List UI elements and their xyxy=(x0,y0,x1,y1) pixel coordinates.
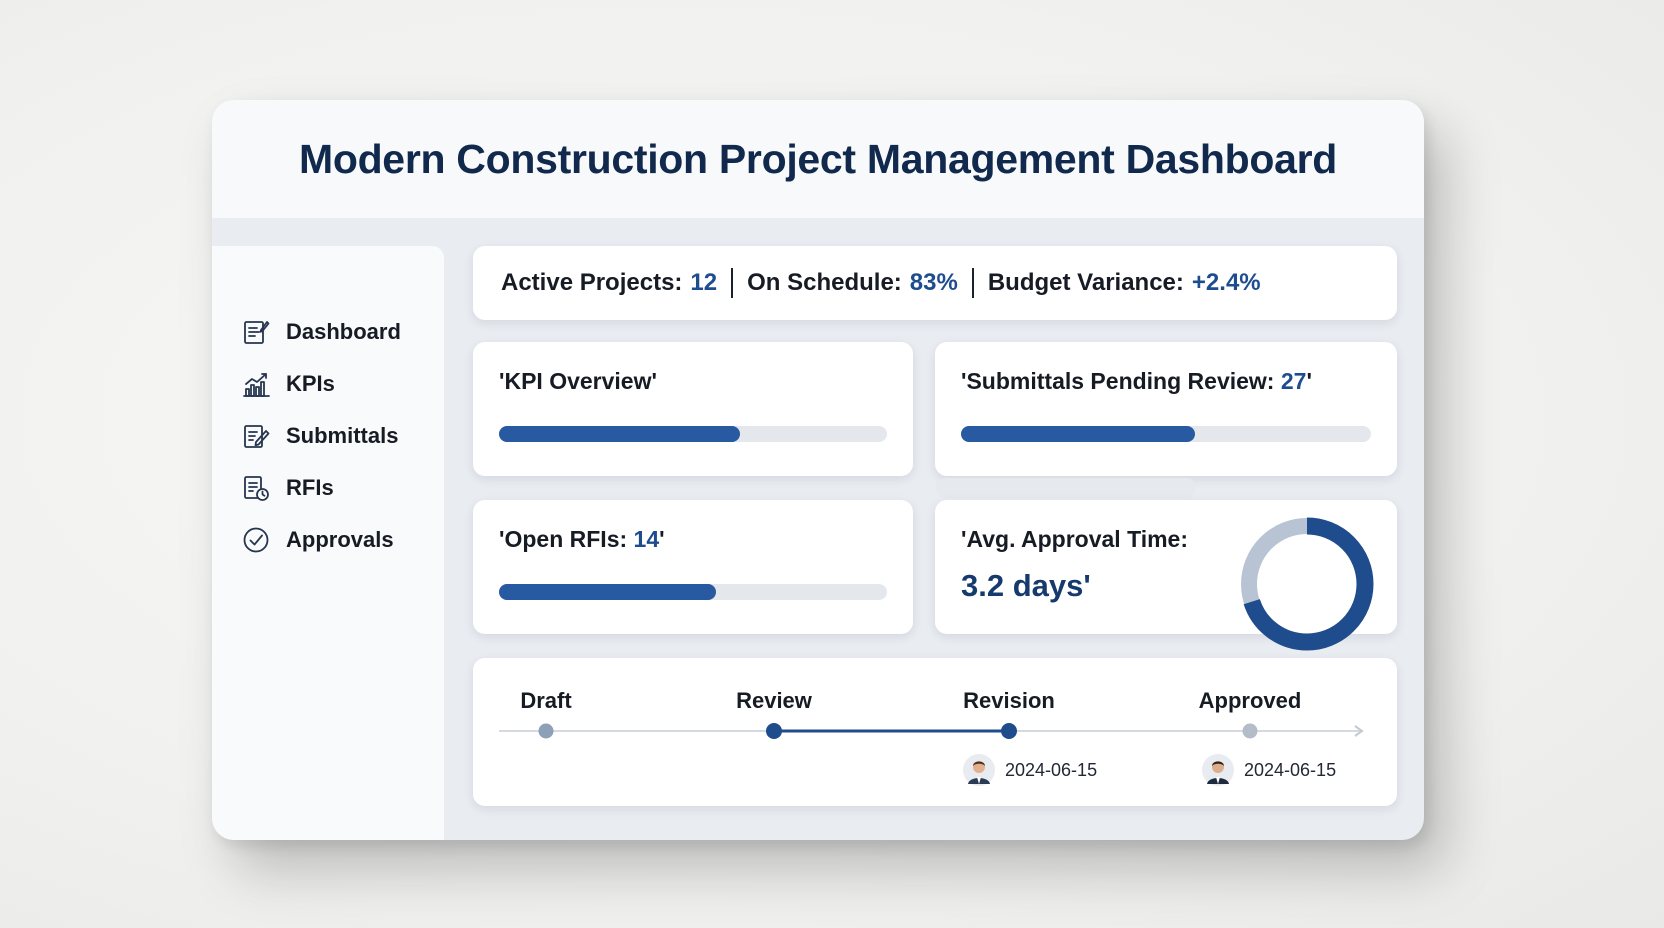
decorative-bar xyxy=(936,478,1196,498)
open-rfis-card[interactable]: 'Open RFIs: 14' xyxy=(473,500,913,634)
approved-entry: 2024-06-15 xyxy=(1202,754,1336,786)
approval-donut-chart xyxy=(1240,517,1374,651)
sidebar-item-label: Dashboard xyxy=(286,319,401,344)
open-rfis-title: 'Open RFIs: 14' xyxy=(499,526,665,552)
sidebar-item-label: Approvals xyxy=(286,527,394,552)
budget-variance-label: Budget Variance: xyxy=(987,269,1184,296)
stage-dot-draft xyxy=(538,723,554,739)
avatar xyxy=(1202,754,1234,786)
approval-timeline: Draft Review Revision Approved 2024-06-1… xyxy=(473,658,1397,806)
stage-review[interactable]: Review xyxy=(736,688,812,713)
stage-approved[interactable]: Approved xyxy=(1198,688,1302,713)
submittals-progress-fill xyxy=(961,426,1195,442)
open-rfis-progress-fill xyxy=(499,584,717,600)
kpi-overview-card[interactable]: 'KPI Overview' xyxy=(473,342,913,476)
submittals-card[interactable]: 'Submittals Pending Review: 27' xyxy=(935,342,1397,476)
chart-icon xyxy=(240,368,272,400)
open-rfis-progress xyxy=(499,584,887,600)
title-bar: Modern Construction Project Management D… xyxy=(212,100,1424,218)
donut-fill xyxy=(1240,517,1374,651)
open-rfis-count: 14 xyxy=(633,526,660,552)
kpi-overview-progress-fill xyxy=(499,426,740,442)
sidebar-item-submittals[interactable]: Submittals xyxy=(212,410,444,462)
summary-divider xyxy=(731,268,734,298)
summary-divider xyxy=(971,268,974,298)
stage-dot-revision xyxy=(1001,723,1017,739)
stage-draft[interactable]: Draft xyxy=(520,688,572,713)
active-projects-label: Active Projects: xyxy=(501,269,683,296)
revision-entry: 2024-06-15 xyxy=(963,754,1097,786)
check-circle-icon xyxy=(240,524,272,556)
sidebar-item-label: RFIs xyxy=(286,475,334,500)
kpi-overview-progress xyxy=(499,426,887,442)
approval-time-value: 3.2 days' xyxy=(961,568,1091,603)
dashboard-window: Modern Construction Project Management D… xyxy=(212,100,1424,840)
approved-date: 2024-06-15 xyxy=(1244,759,1337,780)
summary-bar: Active Projects: 12 On Schedule: 83% Bud… xyxy=(473,246,1397,320)
sidebar-item-dashboard[interactable]: Dashboard xyxy=(212,306,444,358)
on-schedule-value: 83% xyxy=(909,269,958,296)
approval-time-title: 'Avg. Approval Time: xyxy=(961,526,1188,552)
dashboard-icon xyxy=(240,316,272,348)
sidebar-item-kpis[interactable]: KPIs xyxy=(212,358,444,410)
sidebar: Dashboard KPIs Submittals xyxy=(212,246,444,840)
kpi-overview-title: 'KPI Overview' xyxy=(499,368,657,394)
sidebar-item-label: KPIs xyxy=(286,371,335,396)
stage-dot-review xyxy=(766,723,782,739)
edit-document-icon xyxy=(240,420,272,452)
document-clock-icon xyxy=(240,472,272,504)
revision-date: 2024-06-15 xyxy=(1005,759,1098,780)
on-schedule-label: On Schedule: xyxy=(747,269,902,296)
submittals-title: 'Submittals Pending Review: 27' xyxy=(961,368,1312,394)
page-title: Modern Construction Project Management D… xyxy=(298,135,1338,182)
stage-revision[interactable]: Revision xyxy=(963,688,1055,713)
sidebar-item-approvals[interactable]: Approvals xyxy=(212,514,444,566)
active-projects-value: 12 xyxy=(690,269,718,296)
submittals-count: 27 xyxy=(1280,368,1307,394)
sidebar-item-rfis[interactable]: RFIs xyxy=(212,462,444,514)
sidebar-item-label: Submittals xyxy=(286,423,399,448)
budget-variance-value: +2.4% xyxy=(1191,269,1261,296)
stage-dot-approved xyxy=(1242,723,1258,739)
avatar xyxy=(963,754,995,786)
timeline-track xyxy=(499,723,1364,739)
approval-time-card[interactable]: 'Avg. Approval Time: 3.2 days' xyxy=(935,500,1397,651)
submittals-progress xyxy=(961,426,1371,442)
